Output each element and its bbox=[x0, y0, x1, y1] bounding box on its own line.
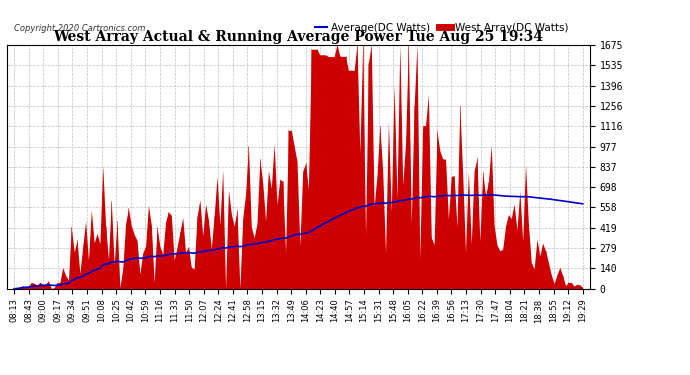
Text: Copyright 2020 Cartronics.com: Copyright 2020 Cartronics.com bbox=[14, 24, 145, 33]
Legend: Average(DC Watts), West Array(DC Watts): Average(DC Watts), West Array(DC Watts) bbox=[310, 18, 573, 37]
Title: West Array Actual & Running Average Power Tue Aug 25 19:34: West Array Actual & Running Average Powe… bbox=[53, 30, 544, 44]
